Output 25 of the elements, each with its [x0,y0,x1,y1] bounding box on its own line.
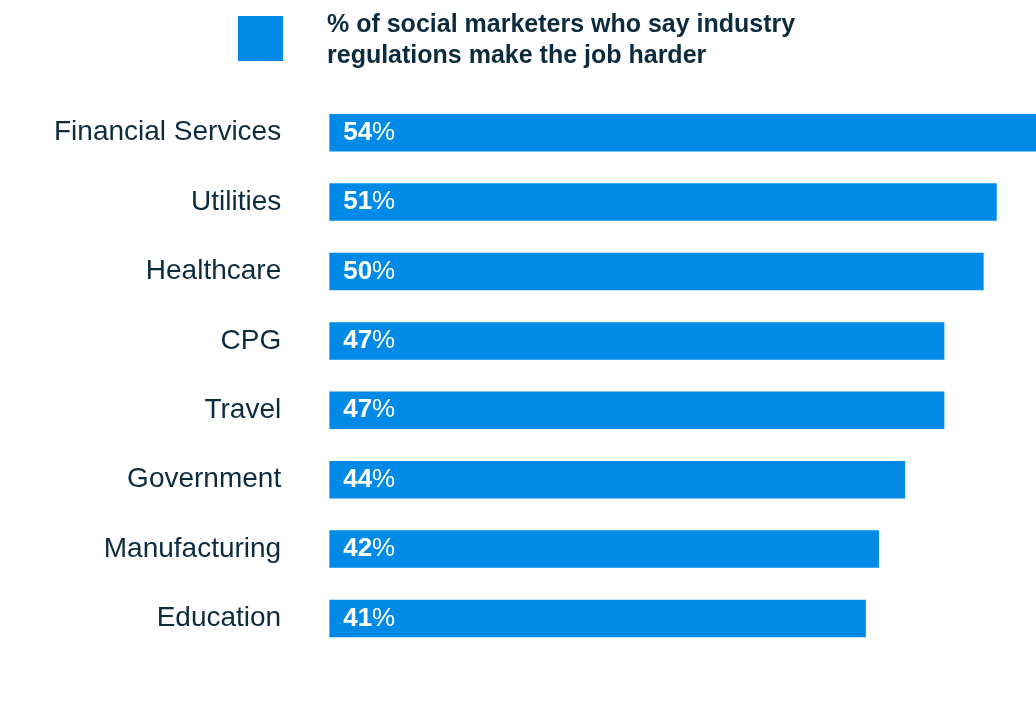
bar [329,460,906,499]
y-tick-label: Government [127,462,282,494]
bar [329,113,1036,152]
bar [329,391,945,430]
y-tick-label: Financial Services [54,115,282,147]
data-label: 50% [343,254,396,285]
bar [329,252,984,291]
data-label: 41% [343,601,396,632]
legend-label: % of social marketers who say industry regulations make the job harder [327,8,797,70]
bar [329,183,997,221]
bar [329,530,879,568]
data-label: 47% [343,393,396,424]
y-tick-label: Manufacturing [103,531,282,563]
data-label: 44% [343,462,396,493]
y-tick-label: CPG [220,323,282,355]
data-label: 54% [343,115,396,146]
data-label: 47% [343,324,396,355]
y-tick-label: Travel [204,393,282,425]
bar [329,599,866,638]
bar [329,322,945,360]
y-tick-label: Utilities [190,184,282,216]
data-label: 51% [343,185,396,216]
y-tick-label: Education [156,601,282,633]
y-tick-label: Healthcare [145,254,282,286]
data-label: 42% [343,532,396,563]
